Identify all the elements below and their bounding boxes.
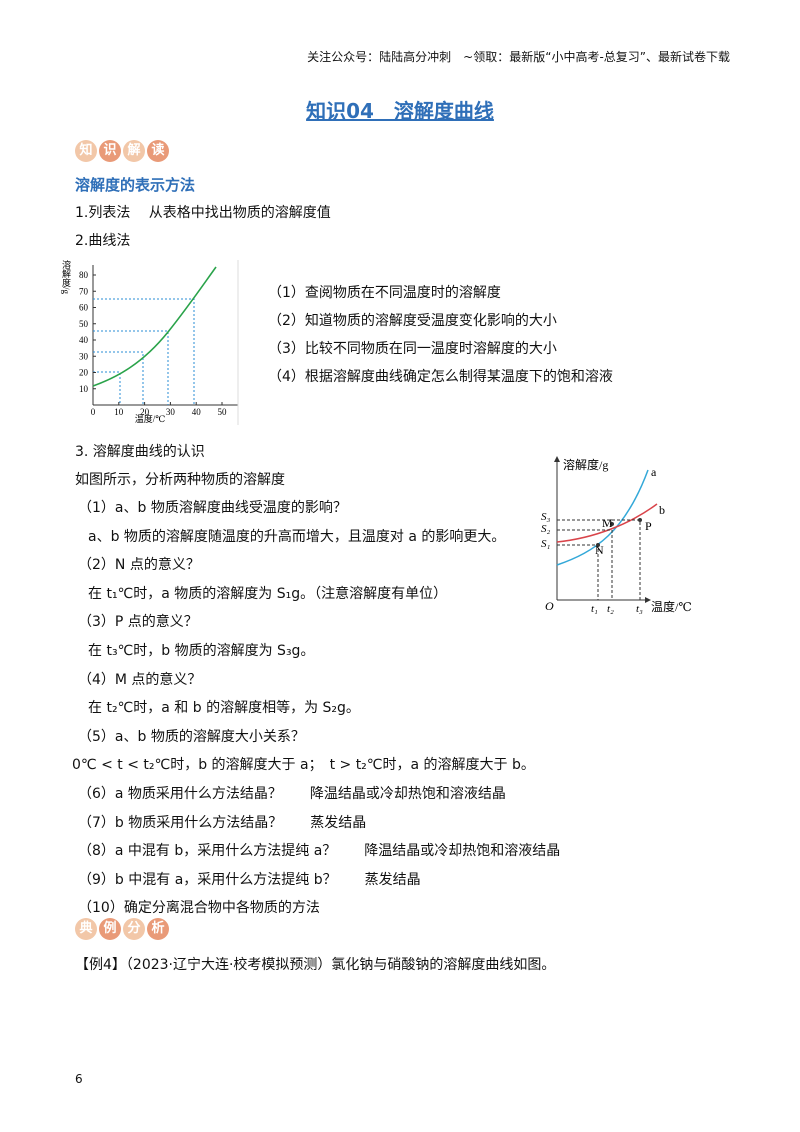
page-number: 6 (75, 1072, 83, 1086)
curve-label: a (651, 465, 657, 479)
x-tick-label: 40 (192, 407, 202, 417)
guide-lines (93, 298, 195, 405)
x-label: 温度/℃ (651, 599, 692, 614)
x-tick-label: 10 (114, 407, 124, 417)
level-label: S₂ (541, 523, 551, 535)
text-line: （10）确定分离混合物中各物质的方法 (78, 900, 320, 917)
comparison-figure: 溶解度/g a b S₃ S₂ S₁ M N P O t₁ t₂ t₃ 温度/℃ (541, 456, 692, 615)
x-tick-label: 50 (218, 407, 228, 417)
badge-char: 知 (75, 140, 97, 162)
text-line: 在 t₂℃时，a 和 b 的溶解度相等，为 S₂g。 (88, 700, 360, 717)
y-tick-label: 50 (79, 319, 89, 329)
use-item: （1）查阅物质在不同温度时的溶解度 (268, 285, 501, 301)
header-notice: 关注公众号：陆陆高分冲刺 ~领取：最新版“小中高考-总复习”、最新试卷下载 (307, 50, 730, 64)
y-label: 溶解度/g (563, 457, 608, 472)
part-intro: 如图所示，分析两种物质的溶解度 (75, 472, 285, 488)
badge-char: 典 (75, 918, 97, 940)
method-line: 1.列表法 从表格中找出物质的溶解度值 (75, 205, 331, 221)
use-item: （2）知道物质的溶解度受温度变化影响的大小 (268, 313, 557, 329)
use-item: （3）比较不同物质在同一温度时溶解度的大小 (268, 341, 557, 357)
text-line: 在 t₃℃时，b 物质的溶解度为 S₃g。 (88, 643, 315, 659)
t-label: t₃ (636, 603, 643, 615)
x-label: 温度/℃ (135, 413, 166, 424)
point-p (638, 518, 642, 522)
example-text: 【例4】（2023·辽宁大连·校考模拟预测）氯化钠与硝酸钠的溶解度曲线如图。 (75, 957, 556, 973)
text-line: a、b 物质的溶解度随温度的升高而增大，且温度对 a 的影响更大。 (88, 528, 506, 545)
curve-b (556, 503, 658, 543)
text-line: 在 t₁℃时，a 物质的溶解度为 S₁g。（注意溶解度有单位） (88, 585, 448, 602)
badge-char: 分 (123, 918, 145, 940)
y-label: 溶解度/g (61, 259, 71, 295)
y-tick-label: 80 (79, 270, 89, 280)
text-line: （5）a、b 物质的溶解度大小关系？ (78, 728, 305, 745)
level-label: S₁ (541, 538, 551, 550)
badge-char: 读 (147, 140, 169, 162)
text-line: （8）a 中混有 b，采用什么方法提纯 a？ 降温结晶或冷却热饱和溶液结晶 (78, 843, 561, 860)
section-heading: 溶解度的表示方法 (75, 176, 196, 194)
point-label: P (645, 519, 652, 533)
text-line: 0℃ < t < t₂℃时，b 的溶解度大于 a； t > t₂℃时，a 的溶解… (72, 757, 535, 774)
point-m (610, 522, 614, 526)
page-title: 知识04 溶解度曲线 (306, 99, 494, 123)
y-tick-label: 60 (79, 303, 89, 313)
solubility-figure: 溶解度/g 温度/℃ 10 20 30 40 50 60 70 80 0 10 20 30 40 50 (61, 259, 239, 425)
badge-char: 例 (99, 918, 121, 940)
badge-char: 析 (147, 918, 169, 940)
y-tick-label: 10 (79, 384, 89, 394)
badge-char: 解 (123, 140, 145, 162)
part-title: 3. 溶解度曲线的认识 (75, 444, 205, 460)
badge-char: 识 (99, 140, 121, 162)
point-n (596, 543, 600, 547)
use-item: （4）根据溶解度曲线确定怎么制得某温度下的饱和溶液 (268, 369, 613, 385)
text-line: （7）b 物质采用什么方法结晶？ 蒸发结晶 (78, 814, 367, 831)
t-label: t₁ (591, 603, 598, 615)
y-tick-label: 30 (79, 351, 89, 361)
x-tick-label: 0 (91, 407, 96, 417)
origin-label: O (545, 599, 554, 613)
y-tick-label: 70 (79, 286, 89, 296)
text-line: （9）b 中混有 a，采用什么方法提纯 b？ 蒸发结晶 (78, 871, 421, 888)
x-tick-label: 20 (140, 407, 150, 417)
t-label: t₂ (607, 603, 614, 615)
y-tick-label: 40 (79, 335, 89, 345)
method-line: 2.曲线法 (75, 233, 131, 249)
text-line: （6）a 物质采用什么方法结晶？ 降温结晶或冷却热饱和溶液结晶 (78, 786, 506, 802)
section-badge: 典例分析 (75, 918, 169, 940)
curve (92, 266, 217, 387)
point-label: M (602, 516, 613, 530)
level-label: S₃ (541, 511, 551, 523)
y-tick-label: 20 (79, 368, 89, 378)
curve-a (556, 469, 649, 566)
text-line: （2）N 点的意义？ (78, 557, 200, 574)
text-line: （3）P 点的意义？ (78, 614, 198, 631)
text-line: （4）M 点的意义？ (78, 671, 202, 688)
text-line: （1）a、b 物质溶解度曲线受温度的影响？ (78, 500, 347, 516)
x-tick-label: 30 (166, 407, 176, 417)
point-label: N (595, 543, 604, 557)
section-badge: 知识解读 (75, 140, 169, 162)
curve-label: b (659, 503, 665, 517)
